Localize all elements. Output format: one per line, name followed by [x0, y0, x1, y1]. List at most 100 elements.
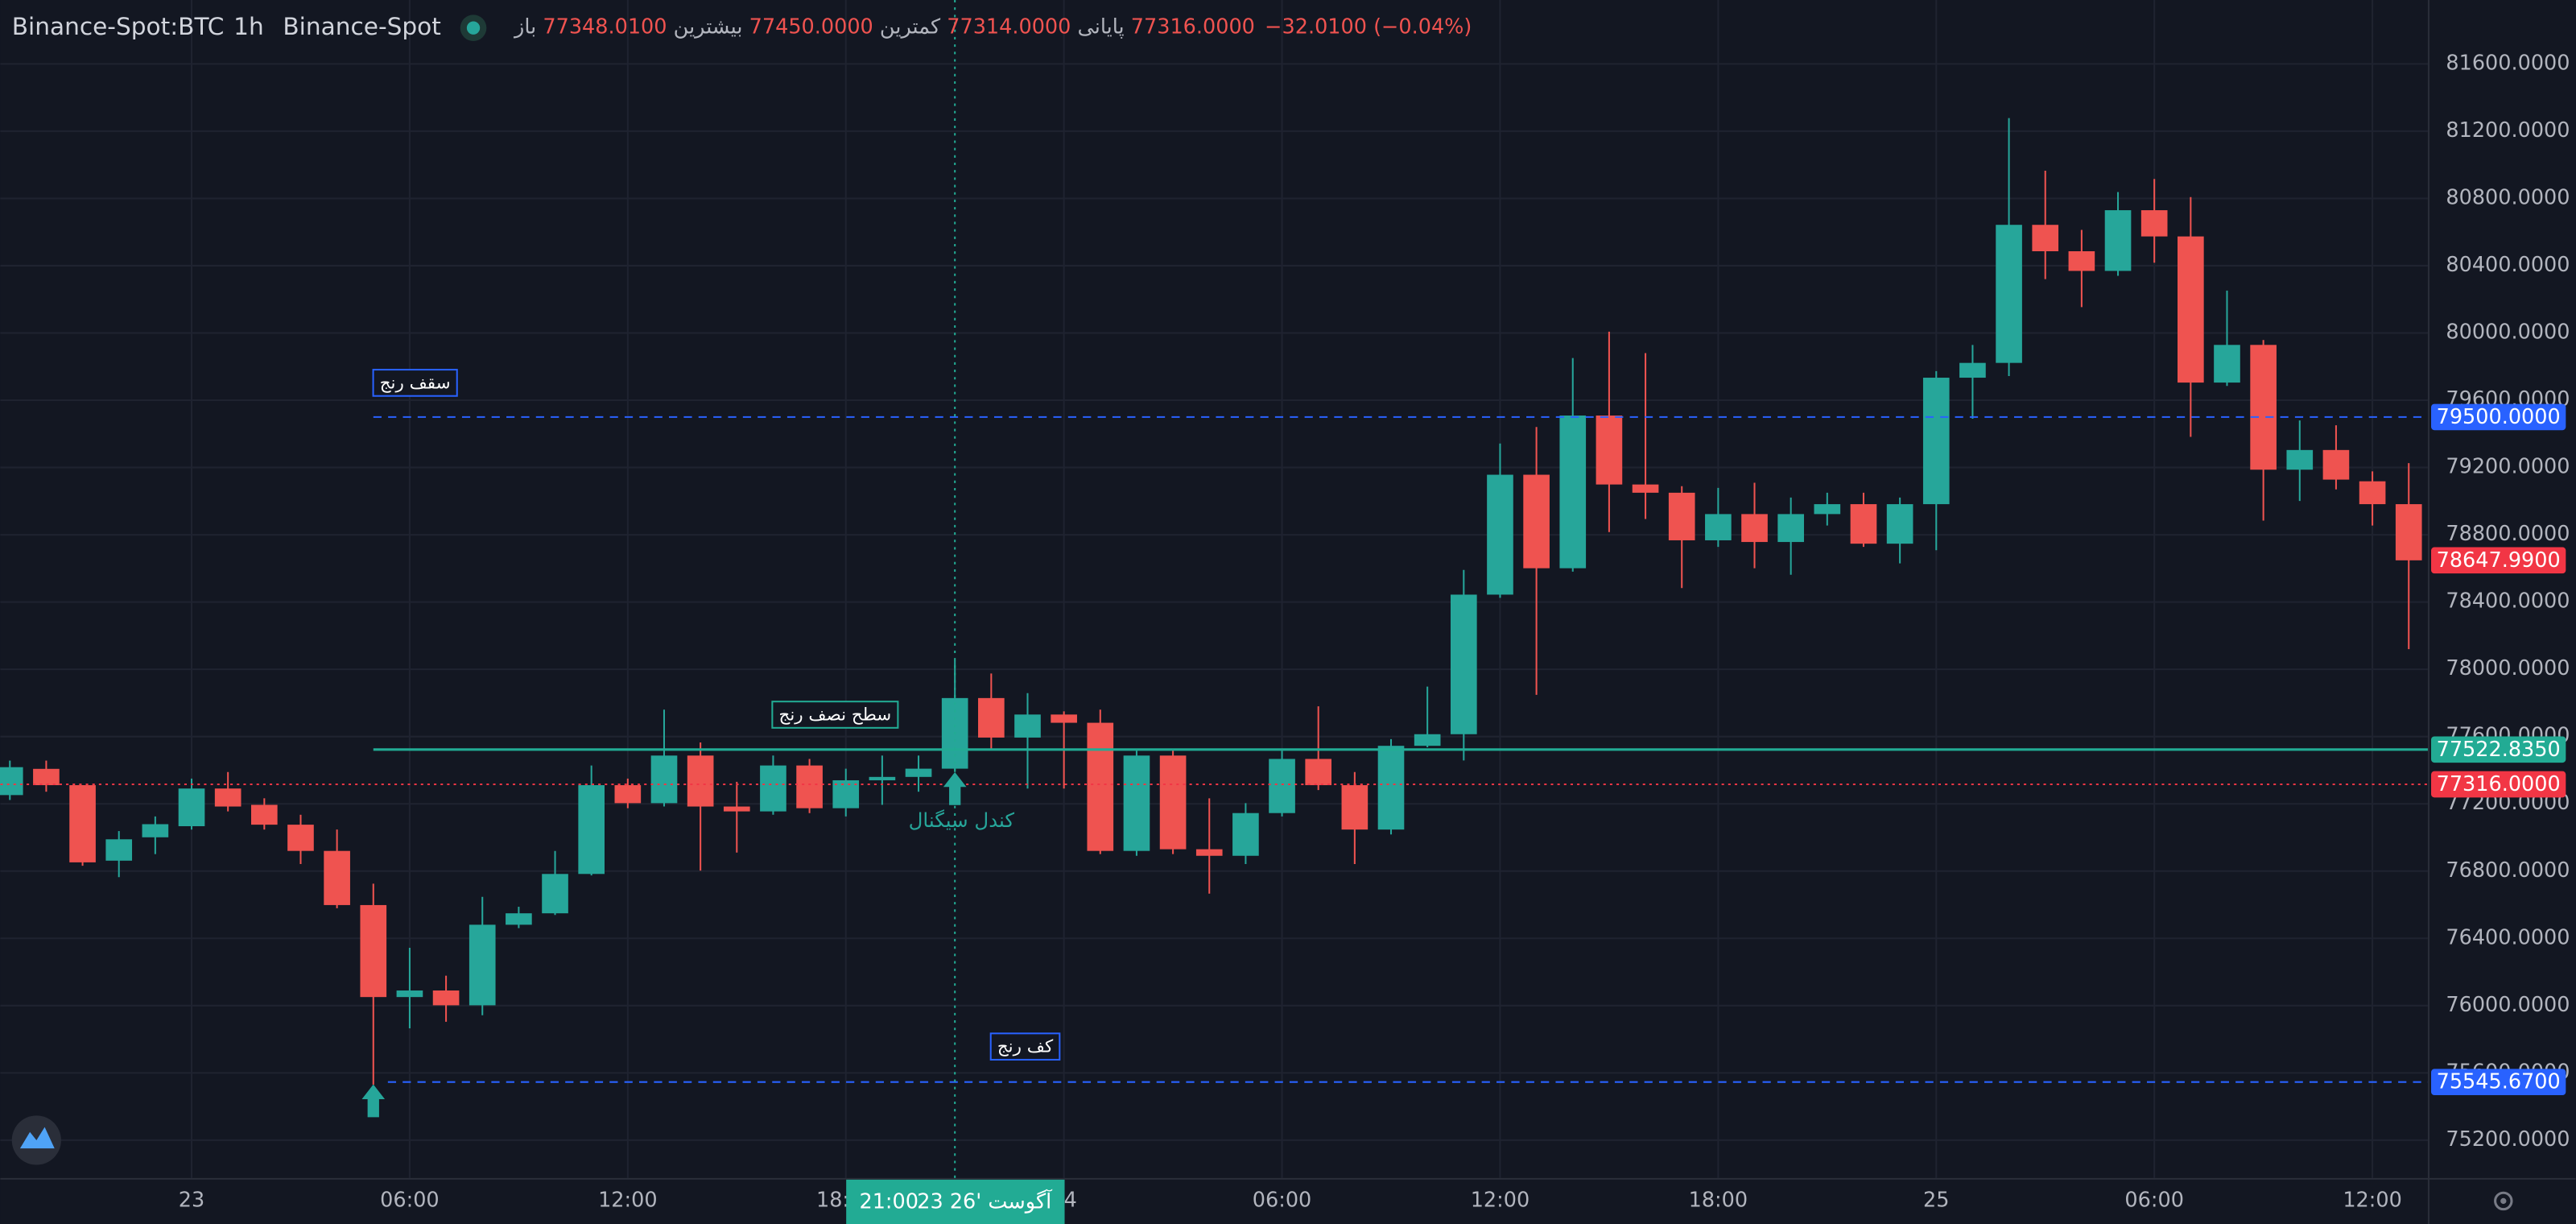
signal-label: کندل سیگنال — [909, 808, 1015, 832]
candle-body — [0, 767, 23, 796]
overlay: 75200.000075600.000076000.000076400.0000… — [179, 51, 2570, 1224]
candle-body — [796, 765, 823, 808]
candle-body — [506, 913, 532, 925]
candle-body — [1087, 722, 1114, 851]
ohlc-value: 77450.0000 — [749, 15, 873, 39]
x-tick-label: 18:00 — [1689, 1188, 1748, 1212]
candle-body — [1559, 416, 1587, 569]
candle-body — [1305, 759, 1332, 786]
candle-body — [2322, 449, 2350, 480]
ohlc-label: پایانی — [1078, 15, 1125, 39]
candle-body — [1269, 759, 1295, 813]
candle-body — [2032, 225, 2059, 251]
candle-body — [905, 768, 932, 777]
candle-body — [1777, 514, 1804, 543]
ohlc-label: بیشترین — [674, 15, 743, 39]
y-tick-label: 75200.0000 — [2446, 1127, 2570, 1152]
y-tick-label: 80000.0000 — [2446, 320, 2570, 344]
candle-body — [614, 785, 642, 804]
price-tag-label: 77316.0000 — [2437, 772, 2561, 796]
candle-body — [1632, 484, 1659, 493]
y-tick-label: 76400.0000 — [2446, 925, 2570, 949]
x-tick-label: 06:00 — [380, 1188, 440, 1212]
candle-body — [432, 990, 460, 1006]
price-tag-label: 78647.9900 — [2437, 548, 2561, 573]
candle-body — [324, 850, 350, 905]
candle-body — [469, 924, 496, 1006]
candle-body — [1414, 734, 1441, 746]
candle-body — [1850, 504, 1877, 544]
candle-body — [1814, 504, 1841, 515]
logo[interactable] — [11, 1115, 61, 1165]
grid — [0, 0, 2428, 1178]
ohlc-label: باز — [513, 15, 536, 39]
candle-body — [1596, 416, 1623, 485]
settings-icon-center[interactable] — [2500, 1197, 2507, 1205]
candle-body — [2286, 449, 2314, 470]
ohlc-label: کمترین — [880, 15, 941, 39]
line-title: سقف رنج — [380, 373, 451, 393]
interval: 1h — [233, 13, 264, 40]
candle-body — [105, 839, 133, 861]
candle-body — [396, 990, 423, 998]
candle-body — [1487, 474, 1513, 595]
candle-body — [723, 806, 750, 812]
line-title-box — [771, 701, 899, 729]
exchange: Binance-Spot — [283, 13, 441, 40]
candle-body — [1341, 785, 1368, 830]
status-dot — [466, 21, 481, 35]
crosshair-date: 23 آگوست '26 — [917, 1189, 1053, 1214]
price-tag-label: 79500.0000 — [2437, 405, 2561, 429]
x-tick-label: 23 — [179, 1188, 204, 1212]
candle-body — [687, 755, 714, 807]
candle-body — [287, 825, 314, 851]
candle-body — [250, 804, 278, 825]
price-tag — [2431, 1069, 2566, 1096]
candle-body — [178, 788, 205, 826]
x-tick-label: 06:00 — [1253, 1188, 1312, 1212]
candle-body — [1959, 362, 1986, 378]
price-tag-label: 75545.6700 — [2437, 1070, 2561, 1094]
y-tick-label: 81200.0000 — [2446, 118, 2570, 143]
candle-body — [2104, 210, 2132, 271]
candle-body — [1123, 755, 1150, 851]
crosshair-time: 21:00 — [859, 1189, 918, 1214]
candle-body — [1705, 514, 1732, 540]
candle-body — [1232, 813, 1259, 856]
y-tick-label: 78800.0000 — [2446, 522, 2570, 546]
candle-body — [2140, 210, 2168, 237]
logo-icon[interactable] — [19, 1127, 55, 1149]
price-tag — [2431, 547, 2566, 574]
candle-body — [2214, 345, 2240, 383]
candle-body — [2395, 504, 2422, 560]
y-tick-label: 81600.0000 — [2446, 51, 2570, 75]
y-tick-label: 78400.0000 — [2446, 589, 2570, 614]
settings-icon[interactable] — [2494, 1191, 2513, 1211]
candle-body — [1886, 504, 1913, 544]
y-tick-label: 76000.0000 — [2446, 993, 2570, 1017]
x-tick-label: 12:00 — [598, 1188, 658, 1212]
candle-body — [760, 765, 786, 812]
candle-body — [1195, 849, 1223, 856]
y-tick-label: 76800.0000 — [2446, 858, 2570, 883]
candle-body — [2359, 481, 2386, 505]
settings-button[interactable] — [2494, 1191, 2513, 1211]
line-title: کف رنج — [997, 1037, 1054, 1057]
y-tick-label: 79200.0000 — [2446, 455, 2570, 479]
candle-body — [1051, 714, 1077, 723]
price-tag — [2431, 403, 2566, 431]
candle-body — [578, 785, 605, 875]
candle-body — [1996, 225, 2022, 363]
line-title-box — [989, 1032, 1061, 1061]
candle-body — [650, 755, 678, 804]
crosshair-time-box — [846, 1179, 1065, 1224]
candle-body — [1922, 378, 1950, 505]
symbol: Binance-Spot:BTC — [12, 13, 225, 40]
candle-body — [2178, 236, 2204, 383]
line-title-box — [372, 369, 458, 397]
candle-body — [1377, 746, 1405, 830]
y-tick-label: 80800.0000 — [2446, 185, 2570, 209]
ohlc-value: 77348.0100 — [543, 15, 667, 39]
